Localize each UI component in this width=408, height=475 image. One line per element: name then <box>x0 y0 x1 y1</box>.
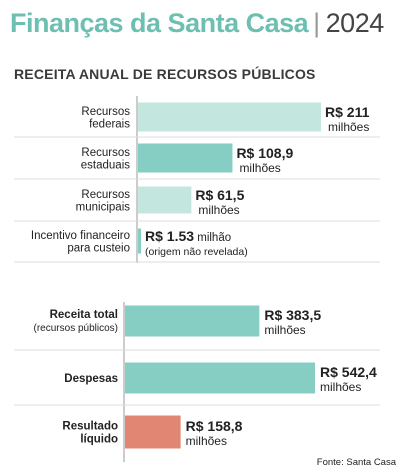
value-label: R$ 542,4 <box>320 364 377 380</box>
category-label: Recursos <box>81 106 130 118</box>
category-label: Despesas <box>64 373 118 385</box>
value-label: R$ 383,5 <box>264 307 321 323</box>
bar <box>125 305 260 337</box>
bar <box>138 186 192 214</box>
bar <box>138 228 141 254</box>
page-title: Finanças da Santa Casa | 2024 <box>10 6 384 40</box>
value-unit: milhões <box>239 161 280 175</box>
value-label: R$ 1.53 milhão <box>145 228 231 244</box>
value-unit: milhão <box>194 232 231 244</box>
category-label: federais <box>89 118 130 130</box>
category-label: Resultado <box>62 421 118 433</box>
title-separator: | <box>313 8 320 38</box>
value-unit: milhões <box>198 203 239 217</box>
value-unit: milhões <box>186 434 227 448</box>
bar <box>138 102 321 132</box>
title-year: 2024 <box>325 8 385 38</box>
value-label: R$ 61,5 <box>195 187 244 203</box>
bar <box>125 415 181 449</box>
bar <box>125 362 315 394</box>
value-note: (origem não revelada) <box>145 246 248 258</box>
value-unit: milhões <box>328 120 369 134</box>
category-sublabel: (recursos públicos) <box>34 323 118 334</box>
source-note: Fonte: Santa Casa <box>316 457 396 468</box>
category-label: para custeio <box>67 242 130 254</box>
value-label: R$ 211 <box>325 104 370 120</box>
category-label: Recursos <box>81 189 130 201</box>
bar <box>138 143 233 173</box>
value-label: R$ 158,8 <box>186 418 243 434</box>
category-label: Recursos <box>81 147 130 159</box>
title-text: Finanças da Santa Casa <box>10 8 309 38</box>
category-label: Receita total <box>50 309 118 321</box>
value-unit: milhões <box>320 380 361 394</box>
chart-subtitle: RECEITA ANUAL DE RECURSOS PÚBLICOS <box>14 66 316 82</box>
value-label: R$ 108,9 <box>236 145 293 161</box>
value-unit: milhões <box>264 323 305 337</box>
category-label: estaduais <box>81 159 130 171</box>
category-label: municipais <box>76 201 131 213</box>
category-label: Incentivo financeiro <box>31 230 130 242</box>
category-label: líquido <box>80 434 118 446</box>
